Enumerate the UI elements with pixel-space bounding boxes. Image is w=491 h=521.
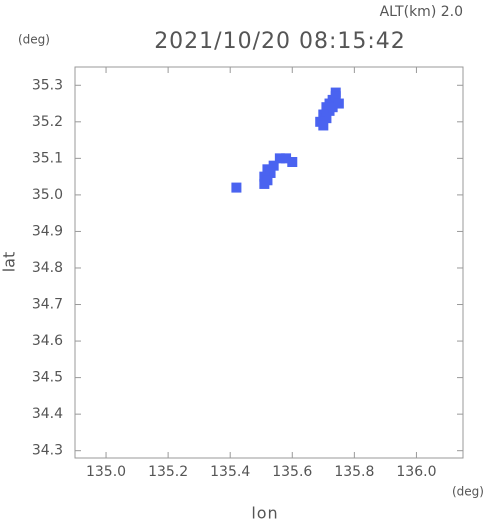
y-tick-label: 34.7	[32, 297, 63, 313]
plot-frame	[74, 66, 464, 459]
echo-cell	[333, 98, 344, 109]
x-tick-label: 136.0	[396, 464, 436, 480]
y-tick-label: 34.8	[32, 260, 63, 276]
y-tick-label: 35.1	[32, 150, 63, 166]
echo-cell	[327, 102, 338, 113]
x-unit: (deg)	[452, 485, 484, 499]
y-tick-label: 35.0	[32, 187, 63, 203]
y-tick-label: 34.5	[32, 370, 63, 386]
y-tick-label: 35.3	[32, 77, 63, 93]
echo-cell	[265, 167, 276, 178]
x-tick-label: 135.4	[210, 464, 250, 480]
y-unit: (deg)	[18, 33, 50, 47]
echo-cell	[274, 153, 285, 164]
y-tick-label: 34.6	[32, 333, 63, 349]
echo-cell	[231, 182, 242, 193]
echo-cell	[330, 91, 341, 102]
x-axis-label: lon	[251, 504, 278, 521]
echo-cell	[259, 178, 270, 189]
y-tick-label: 34.3	[32, 443, 63, 459]
y-axis-label: lat	[0, 252, 19, 273]
echo-cell	[268, 160, 279, 171]
echo-cell	[318, 120, 329, 131]
echo-cell	[321, 113, 332, 124]
y-tick-label: 35.2	[32, 114, 63, 130]
echo-cell	[287, 157, 298, 168]
y-tick-label: 34.9	[32, 223, 63, 239]
x-tick-label: 135.8	[334, 464, 374, 480]
altitude-label: ALT(km) 2.0	[380, 4, 463, 20]
x-tick-label: 135.6	[272, 464, 312, 480]
x-tick-label: 135.0	[86, 464, 126, 480]
chart-title: 2021/10/20 08:15:42	[154, 29, 406, 54]
echo-cell	[281, 153, 292, 164]
x-tick-label: 135.2	[148, 464, 188, 480]
y-tick-label: 34.4	[32, 406, 63, 422]
